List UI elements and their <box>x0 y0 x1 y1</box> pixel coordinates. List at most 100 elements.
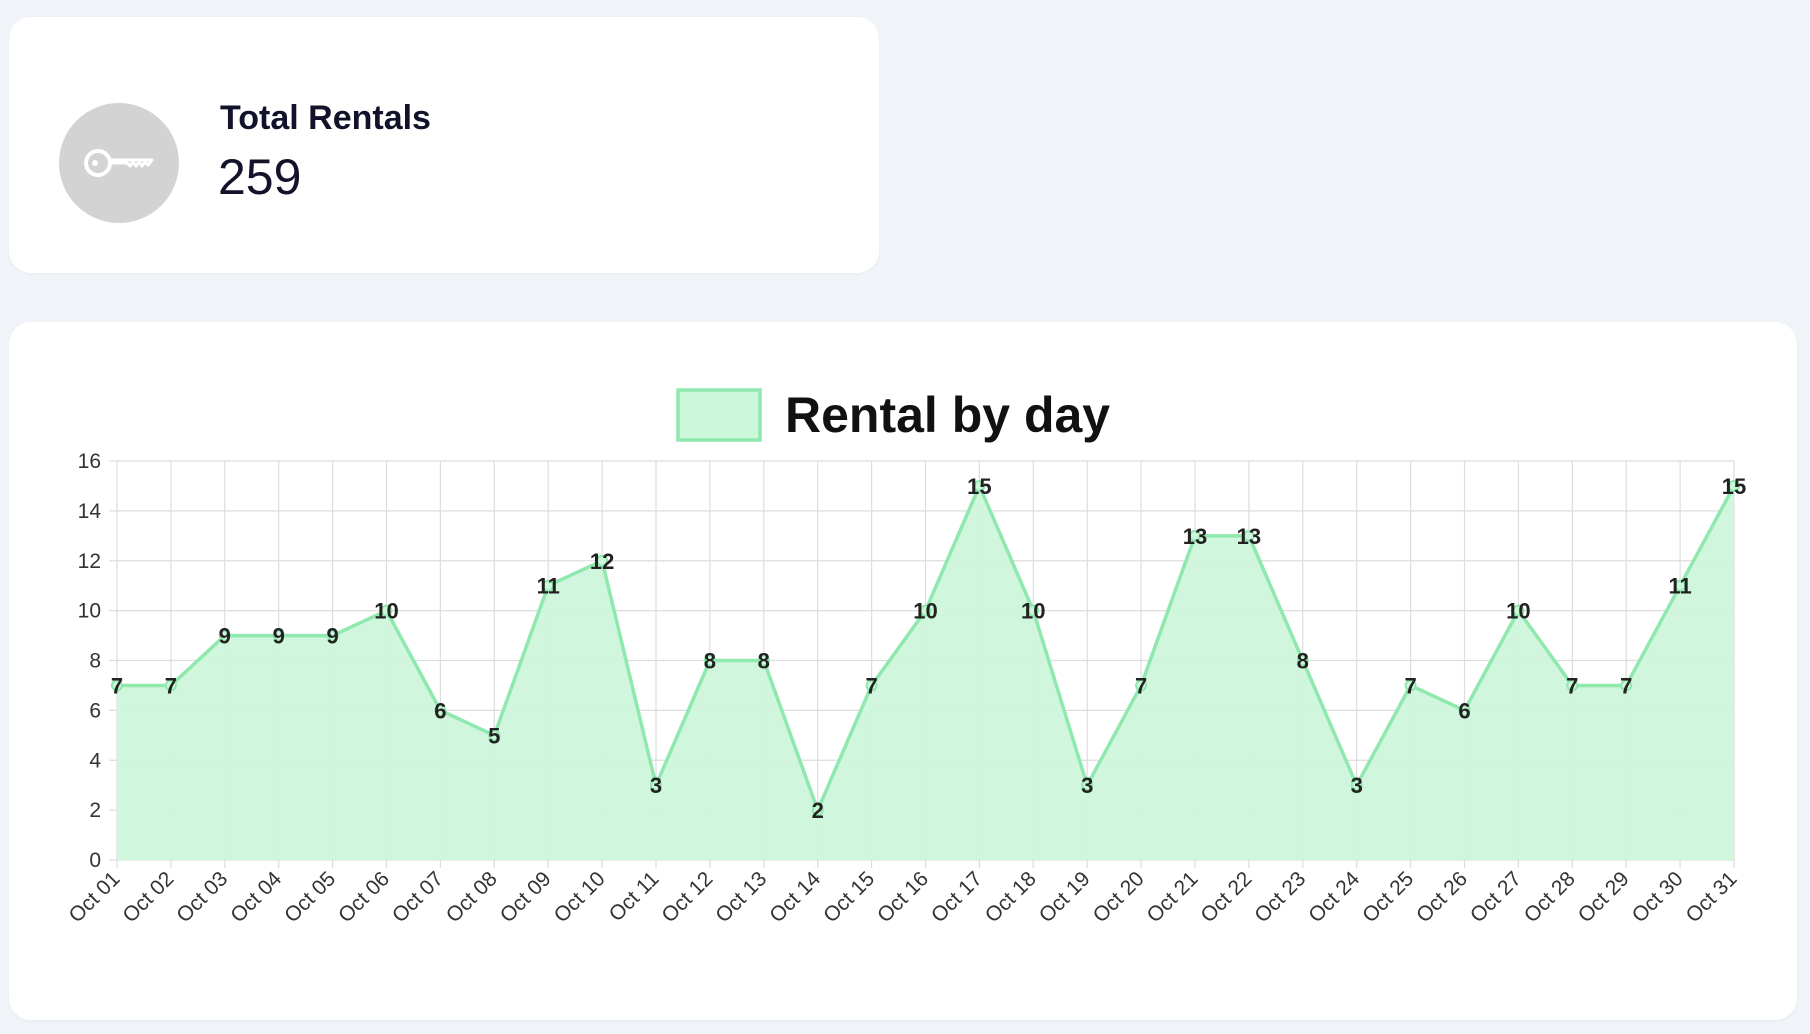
data-label: 13 <box>1183 524 1207 549</box>
data-point <box>164 679 177 692</box>
x-tick-label: Oct 21 <box>1143 867 1203 927</box>
data-point <box>1189 529 1201 542</box>
data-point <box>434 704 447 717</box>
data-point <box>1135 679 1148 692</box>
data-point <box>1081 779 1094 792</box>
legend-label[interactable]: Rental by day <box>785 387 1110 443</box>
data-point <box>650 779 662 792</box>
data-point <box>1620 679 1633 692</box>
x-tick-label: Oct 23 <box>1250 867 1310 927</box>
data-label: 9 <box>273 624 285 649</box>
data-point <box>757 654 770 667</box>
x-tick-label: Oct 25 <box>1358 867 1418 927</box>
x-tick-label: Oct 07 <box>388 867 448 927</box>
data-label: 13 <box>1237 524 1261 549</box>
y-tick-label: 14 <box>78 500 102 523</box>
data-point <box>1027 604 1040 617</box>
data-label: 6 <box>1458 698 1470 723</box>
data-label: 11 <box>537 574 560 599</box>
data-point <box>865 679 878 692</box>
data-point <box>973 479 986 492</box>
data-label: 7 <box>1135 673 1147 698</box>
data-point <box>1242 529 1255 542</box>
data-point <box>1350 779 1363 792</box>
data-label: 12 <box>590 549 614 574</box>
data-label: 7 <box>865 673 877 698</box>
x-tick-label: Oct 01 <box>65 867 125 927</box>
data-point <box>1296 654 1309 667</box>
total-rentals-card: Total Rentals 259 <box>9 17 879 273</box>
data-point <box>488 729 501 742</box>
key-icon <box>59 103 179 223</box>
y-tick-label: 6 <box>89 699 101 722</box>
x-tick-label: Oct 31 <box>1682 867 1742 927</box>
x-tick-label: Oct 16 <box>873 867 933 927</box>
x-tick-label: Oct 13 <box>711 867 771 927</box>
data-label: 9 <box>326 624 338 649</box>
y-tick-label: 12 <box>78 550 101 573</box>
stat-value: 259 <box>218 149 302 205</box>
data-label: 8 <box>704 649 716 674</box>
x-tick-label: Oct 18 <box>981 867 1041 927</box>
data-label: 5 <box>488 723 500 748</box>
x-tick-label: Oct 26 <box>1412 867 1472 927</box>
chart-legend[interactable]: Rental by day <box>676 387 1110 443</box>
legend-swatch[interactable] <box>676 388 762 442</box>
data-point <box>811 804 824 817</box>
x-tick-label: Oct 24 <box>1304 867 1364 927</box>
data-label: 7 <box>165 673 177 698</box>
data-label: 15 <box>967 474 991 499</box>
data-label: 6 <box>434 698 446 723</box>
x-tick-label: Oct 29 <box>1574 867 1634 927</box>
x-tick-label: Oct 19 <box>1035 867 1095 927</box>
data-point <box>1458 704 1471 717</box>
chart-series-area <box>111 479 1740 860</box>
data-label: 7 <box>1566 673 1578 698</box>
data-label: 8 <box>758 649 770 674</box>
y-tick-label: 0 <box>89 849 101 872</box>
x-tick-label: Oct 12 <box>657 867 717 927</box>
data-point <box>919 604 932 617</box>
data-label: 10 <box>913 599 937 624</box>
x-tick-label: Oct 03 <box>172 867 232 927</box>
y-tick-label: 4 <box>89 749 101 772</box>
data-label: 3 <box>1081 773 1093 798</box>
data-point <box>1728 479 1740 492</box>
data-label: 8 <box>1297 649 1309 674</box>
series-area-fill <box>117 485 1734 860</box>
x-tick-label: Oct 22 <box>1196 867 1256 927</box>
y-tick-label: 2 <box>89 799 101 822</box>
data-label: 10 <box>1021 599 1045 624</box>
y-tick-label: 8 <box>89 650 101 673</box>
data-point <box>326 629 339 642</box>
stat-title: Total Rentals <box>220 99 431 137</box>
x-tick-label: Oct 08 <box>442 867 502 927</box>
data-label: 3 <box>1351 773 1363 798</box>
y-tick-label: 16 <box>78 450 101 473</box>
data-point <box>1674 579 1687 592</box>
data-point <box>111 679 123 692</box>
data-point <box>1566 679 1579 692</box>
x-tick-label: Oct 15 <box>819 867 879 927</box>
data-label: 9 <box>219 624 231 649</box>
data-label: 10 <box>374 599 398 624</box>
data-label: 3 <box>650 773 662 798</box>
data-label: 15 <box>1722 474 1746 499</box>
x-tick-label: Oct 27 <box>1466 867 1526 927</box>
data-label: 7 <box>111 673 123 698</box>
data-point <box>596 554 609 567</box>
data-label: 7 <box>1404 673 1416 698</box>
data-point <box>1512 604 1525 617</box>
data-point <box>218 629 231 642</box>
y-tick-label: 10 <box>78 600 101 623</box>
x-tick-label: Oct 06 <box>334 867 394 927</box>
x-tick-label: Oct 05 <box>280 867 340 927</box>
x-tick-label: Oct 30 <box>1628 867 1688 927</box>
data-point <box>1404 679 1417 692</box>
data-point <box>380 604 393 617</box>
x-tick-label: Oct 28 <box>1520 867 1580 927</box>
data-point <box>542 579 555 592</box>
chart-labels: 7 7 9 9 9 10 6 5 11 12 3 8 8 2 7 10 15 10 3 7 13 13 8 3 7 6 10 7 7 11… <box>111 474 1746 823</box>
x-tick-label: Oct 11 <box>605 867 664 926</box>
